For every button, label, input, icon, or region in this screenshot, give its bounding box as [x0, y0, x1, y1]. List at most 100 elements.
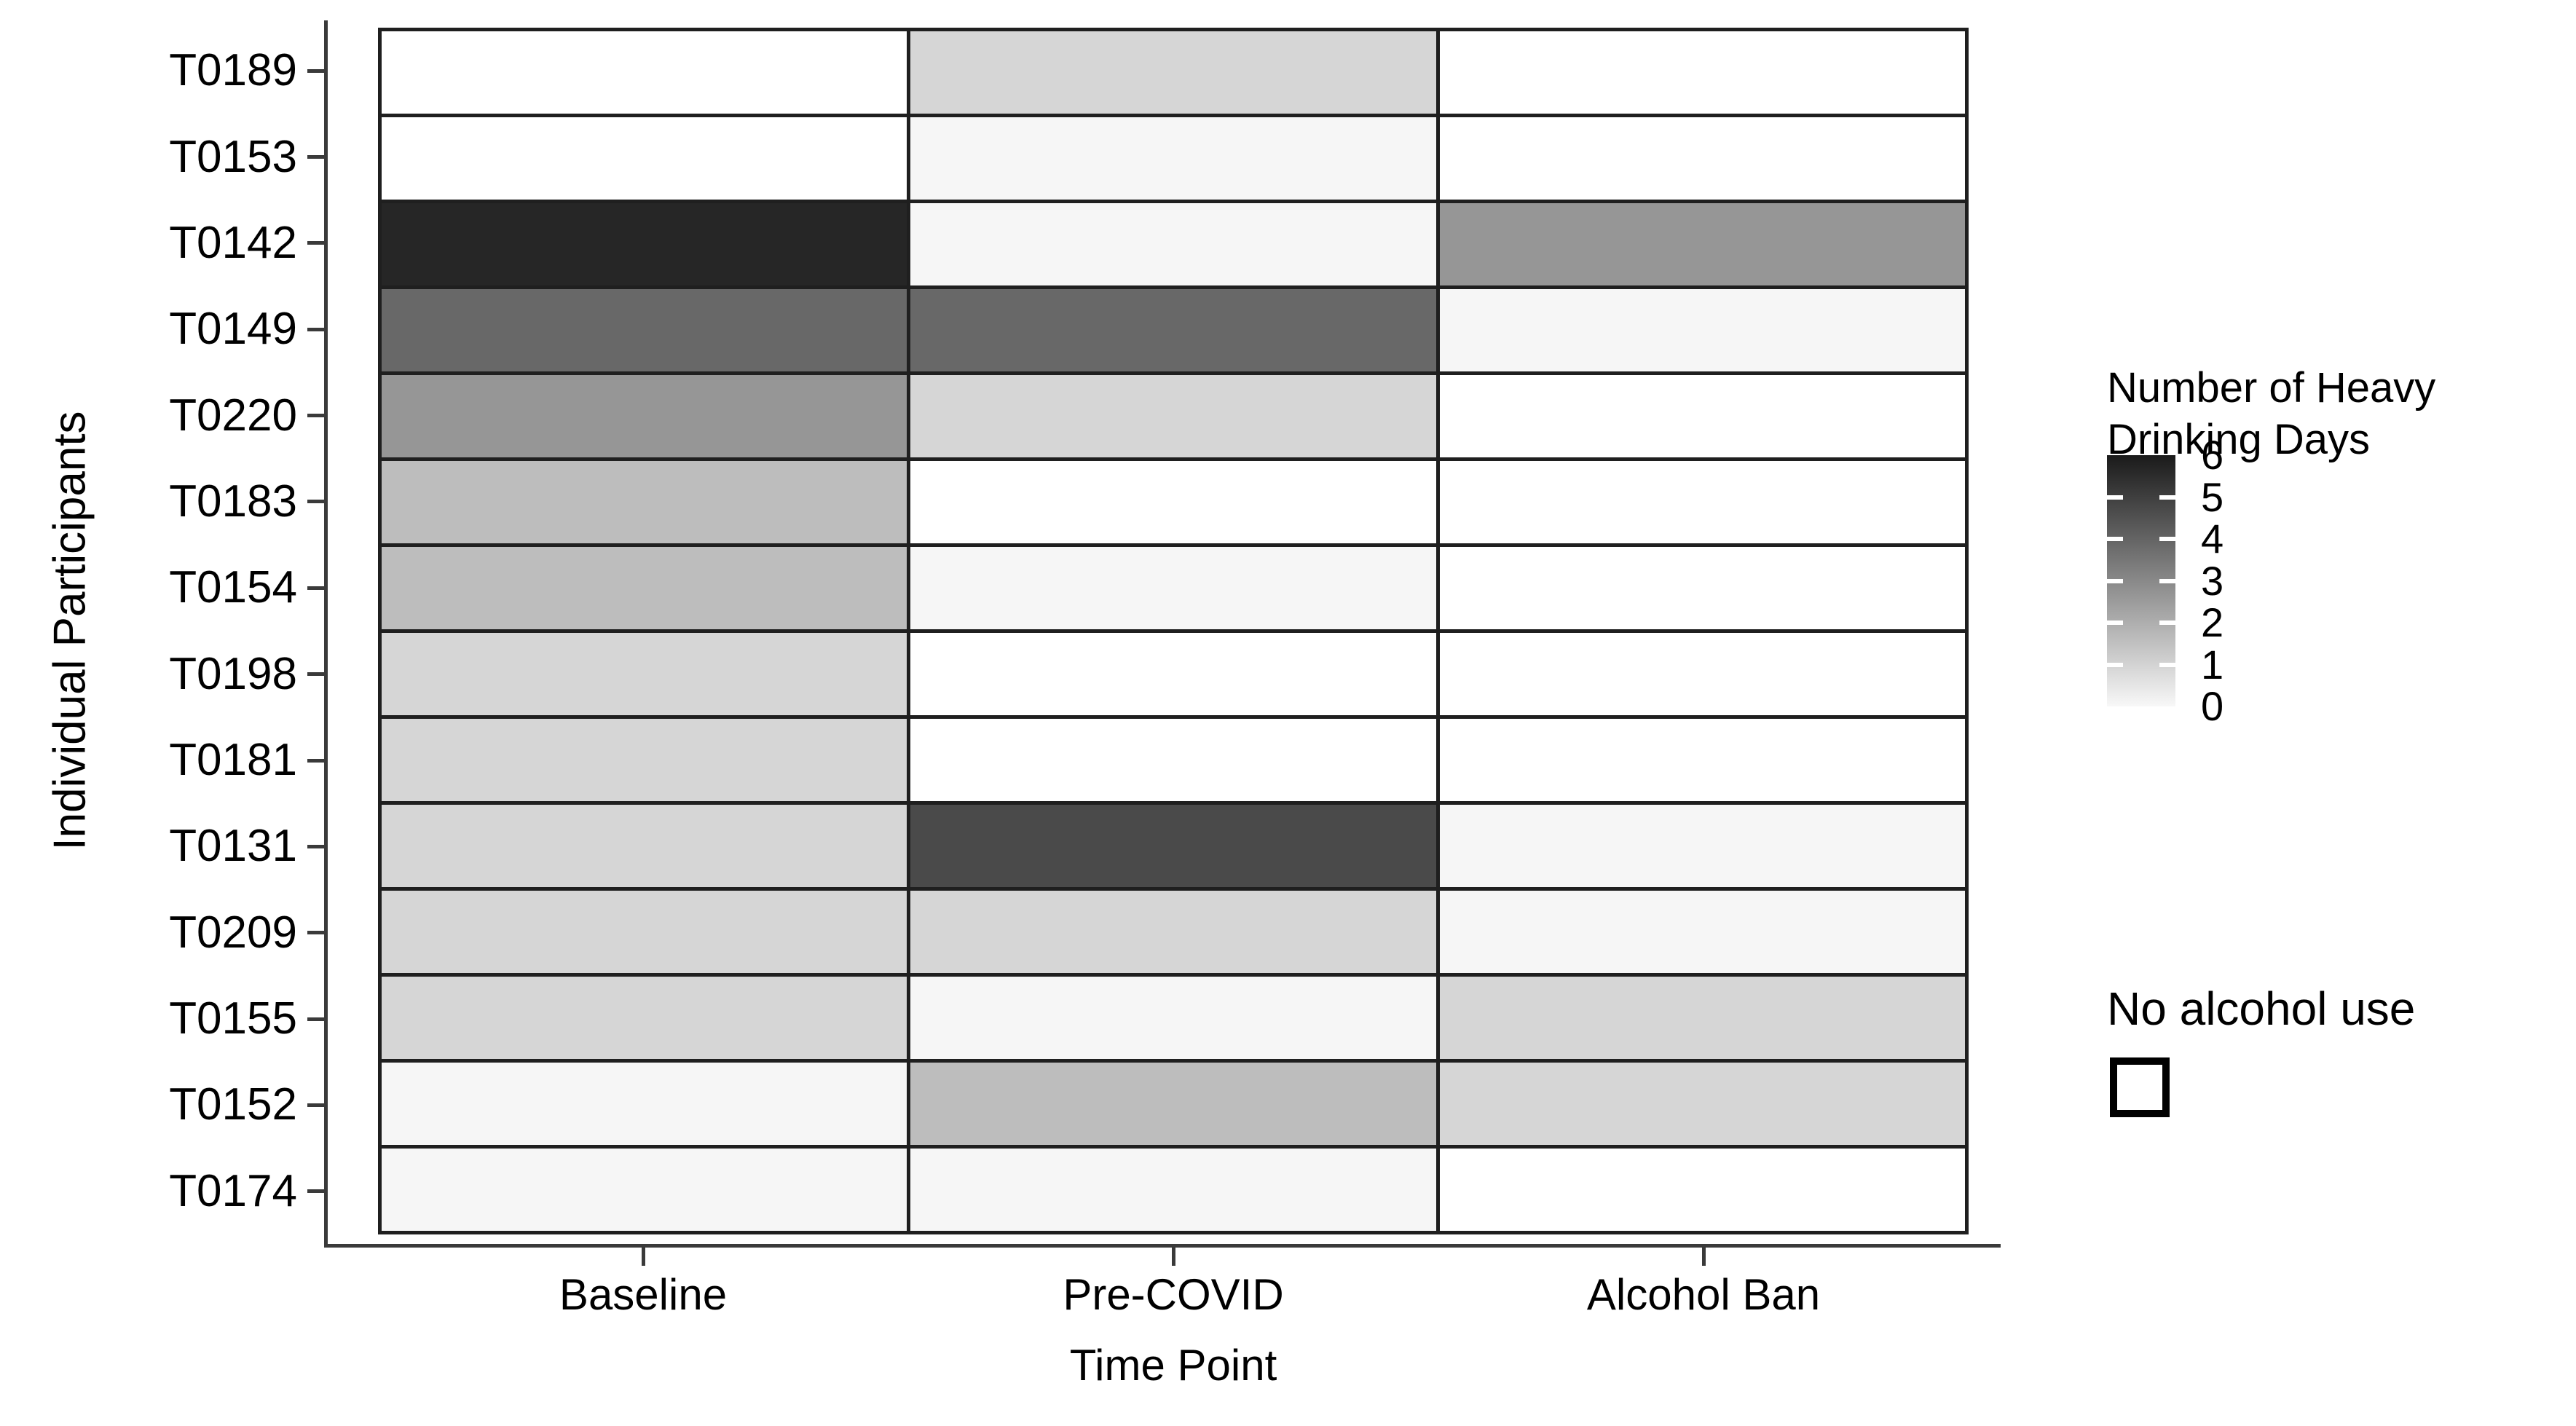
- x-axis-tick: [641, 1248, 645, 1266]
- legend-bar-tick: [2159, 537, 2175, 541]
- y-axis-label: T0183: [169, 476, 297, 527]
- heatmap-cell: [1439, 31, 1965, 114]
- legend-tick-label: 2: [2201, 599, 2224, 645]
- heatmap-cell: [382, 977, 907, 1059]
- legend-bar-tick: [2107, 662, 2123, 667]
- y-axis-tick: [307, 758, 326, 763]
- heatmap-cell: [1439, 805, 1965, 887]
- y-axis-label: T0153: [169, 131, 297, 182]
- legend-tick-label: 3: [2201, 557, 2224, 604]
- heatmap-cell: [1439, 633, 1965, 715]
- heatmap-cell: [382, 547, 907, 629]
- y-axis-tick: [307, 672, 326, 677]
- heatmap-cell: [382, 1149, 907, 1231]
- heatmap-cell: [1439, 547, 1965, 629]
- heatmap-cell: [1439, 1149, 1965, 1231]
- legend-bar-tick: [2107, 495, 2123, 500]
- legend-na-label: No alcohol use: [2107, 982, 2416, 1035]
- heatmap-cell: [382, 289, 907, 371]
- legend-bar-tick: [2159, 578, 2175, 583]
- legend-bar-tick: [2159, 495, 2175, 500]
- x-axis-tick: [1171, 1248, 1175, 1266]
- heatmap-cell: [1439, 461, 1965, 543]
- y-axis-label: T0131: [169, 821, 297, 872]
- heatmap-cell: [382, 375, 907, 457]
- y-axis-label: T0152: [169, 1079, 297, 1130]
- legend-title: Number of Heavy Drinking Days: [2107, 364, 2436, 463]
- y-axis-tick: [307, 68, 326, 73]
- legend-bar-tick: [2159, 621, 2175, 625]
- heatmap-cell: [910, 633, 1436, 715]
- heatmap-cell: [910, 203, 1436, 285]
- x-axis-label: Baseline: [559, 1270, 728, 1319]
- heatmap-cell: [1439, 719, 1965, 801]
- y-axis-label: T0198: [169, 648, 297, 699]
- x-axis-label: Alcohol Ban: [1586, 1270, 1821, 1319]
- y-axis-tick: [307, 586, 326, 590]
- heatmap-cell: [382, 633, 907, 715]
- y-axis-label: T0149: [169, 304, 297, 355]
- heatmap-cell: [1439, 203, 1965, 285]
- y-axis-label: T0181: [169, 735, 297, 786]
- y-axis-tick: [307, 1103, 326, 1107]
- legend-tick-label: 6: [2201, 432, 2224, 478]
- y-axis-label: T0155: [169, 993, 297, 1044]
- x-axis-tick: [1701, 1248, 1706, 1266]
- heatmap-cell: [910, 461, 1436, 543]
- legend-tick-label: 5: [2201, 473, 2224, 520]
- heatmap-cell: [910, 375, 1436, 457]
- heatmap-cell: [910, 31, 1436, 114]
- x-axis-line: [324, 1244, 2001, 1248]
- heatmap-cell: [910, 1149, 1436, 1231]
- heatmap-cell: [382, 203, 907, 285]
- heatmap-cell: [910, 977, 1436, 1059]
- y-axis-tick: [307, 931, 326, 935]
- heatmap-cell: [1439, 289, 1965, 371]
- legend-bar-tick: [2107, 537, 2123, 541]
- y-axis-label: T0189: [169, 45, 297, 96]
- legend-bar-tick: [2159, 662, 2175, 667]
- heatmap-cell: [910, 547, 1436, 629]
- y-axis-tick: [307, 155, 326, 159]
- heatmap-cell: [1439, 375, 1965, 457]
- y-axis-label: T0142: [169, 217, 297, 268]
- y-axis-label: T0209: [169, 907, 297, 958]
- legend-bar-tick: [2107, 578, 2123, 583]
- y-axis-tick: [307, 1189, 326, 1194]
- heatmap-cell: [382, 1063, 907, 1145]
- x-axis-title: Time Point: [1069, 1341, 1277, 1390]
- y-axis-line: [324, 20, 328, 1248]
- y-axis-title: Individual Participants: [44, 411, 95, 851]
- heatmap-cell: [1439, 1063, 1965, 1145]
- heatmap-cell: [382, 31, 907, 114]
- heatmap-cell: [382, 805, 907, 887]
- x-axis-label: Pre-COVID: [1063, 1270, 1284, 1319]
- legend-na-swatch: [2110, 1057, 2170, 1117]
- heatmap-cell: [1439, 977, 1965, 1059]
- heatmap-cell: [910, 805, 1436, 887]
- heatmap-cell: [382, 719, 907, 801]
- heatmap-cell: [910, 719, 1436, 801]
- legend-tick-label: 0: [2201, 683, 2224, 729]
- y-axis-label: T0154: [169, 562, 297, 613]
- y-axis-tick: [307, 844, 326, 848]
- y-axis-tick: [307, 241, 326, 245]
- heatmap-cell: [382, 891, 907, 973]
- legend-gradient-bar: [2107, 455, 2175, 706]
- heatmap-cell: [1439, 891, 1965, 973]
- legend-tick-label: 4: [2201, 516, 2224, 562]
- heatmap-cell: [382, 461, 907, 543]
- heatmap-cell: [1439, 117, 1965, 200]
- y-axis-tick: [307, 414, 326, 418]
- y-axis-tick: [307, 500, 326, 504]
- y-axis-tick: [307, 327, 326, 331]
- heatmap-grid: [378, 28, 1969, 1234]
- y-axis-label: T0220: [169, 390, 297, 441]
- legend-bar-tick: [2107, 621, 2123, 625]
- y-axis-tick: [307, 1017, 326, 1021]
- heatmap-cell: [910, 289, 1436, 371]
- legend-tick-label: 1: [2201, 641, 2224, 688]
- heatmap-cell: [382, 117, 907, 200]
- heatmap-cell: [910, 117, 1436, 200]
